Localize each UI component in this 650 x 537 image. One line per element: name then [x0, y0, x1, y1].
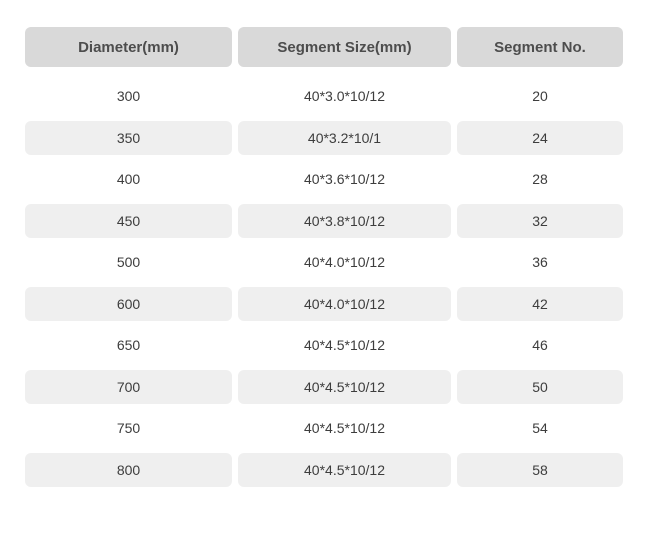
table-cell-segment-size: 40*4.0*10/12	[304, 254, 385, 270]
table-cell-segment-size: 40*4.5*10/12	[304, 337, 385, 353]
table-row: 650 40*4.5*10/12 46	[25, 328, 623, 362]
table-cell-segment-size: 40*3.2*10/1	[238, 120, 451, 155]
table-row: 700 40*4.5*10/12 50	[25, 369, 623, 404]
table-cell-segment-no: 58	[457, 452, 623, 487]
col-header-segment-size: Segment Size(mm)	[238, 27, 451, 67]
table-cell-segment-no: 32	[457, 203, 623, 238]
table-cell-diameter: 750	[116, 420, 141, 436]
table-row: 450 40*3.8*10/12 32	[25, 203, 623, 238]
table-cell-segment-no: 46	[532, 337, 548, 353]
table-cell-diameter: 300	[116, 88, 141, 104]
table-cell-segment-size: 40*3.6*10/12	[304, 171, 385, 187]
table-cell-segment-no: 50	[457, 369, 623, 404]
table-row: 300 40*3.0*10/12 20	[25, 79, 623, 113]
table-cell-segment-size: 40*4.5*10/12	[304, 420, 385, 436]
segment-spec-table: Diameter(mm) Segment Size(mm) Segment No…	[25, 27, 623, 487]
table-header-row: Diameter(mm) Segment Size(mm) Segment No…	[25, 27, 623, 67]
table-cell-segment-size: 40*3.8*10/12	[238, 203, 451, 238]
table-cell-diameter: 350	[25, 120, 232, 155]
table-cell-diameter: 650	[116, 337, 141, 353]
table-cell-diameter: 400	[116, 171, 141, 187]
table-cell-diameter: 600	[25, 286, 232, 321]
table-cell-segment-size: 40*4.0*10/12	[238, 286, 451, 321]
table-cell-segment-no: 42	[457, 286, 623, 321]
table-cell-diameter: 800	[25, 452, 232, 487]
table-row: 800 40*4.5*10/12 58	[25, 452, 623, 487]
table-cell-segment-no: 20	[532, 88, 548, 104]
table-row: 600 40*4.0*10/12 42	[25, 286, 623, 321]
table-cell-diameter: 700	[25, 369, 232, 404]
table-cell-segment-size: 40*4.5*10/12	[238, 369, 451, 404]
table-cell-segment-size: 40*3.0*10/12	[304, 88, 385, 104]
col-header-diameter: Diameter(mm)	[25, 27, 232, 67]
table-cell-segment-no: 24	[457, 120, 623, 155]
table-cell-segment-no: 36	[532, 254, 548, 270]
table-body: 300 40*3.0*10/12 20 350 40*3.2*10/1 24 400 40*3…	[25, 79, 623, 487]
table-row: 750 40*4.5*10/12 54	[25, 411, 623, 445]
table-cell-segment-size: 40*4.5*10/12	[238, 452, 451, 487]
col-header-segment-no: Segment No.	[457, 27, 623, 67]
table-row: 400 40*3.6*10/12 28	[25, 162, 623, 196]
table-row: 500 40*4.0*10/12 36	[25, 245, 623, 279]
table-cell-diameter: 450	[25, 203, 232, 238]
table-cell-diameter: 500	[116, 254, 141, 270]
table-row: 350 40*3.2*10/1 24	[25, 120, 623, 155]
table-cell-segment-no: 54	[532, 420, 548, 436]
table-cell-segment-no: 28	[532, 171, 548, 187]
